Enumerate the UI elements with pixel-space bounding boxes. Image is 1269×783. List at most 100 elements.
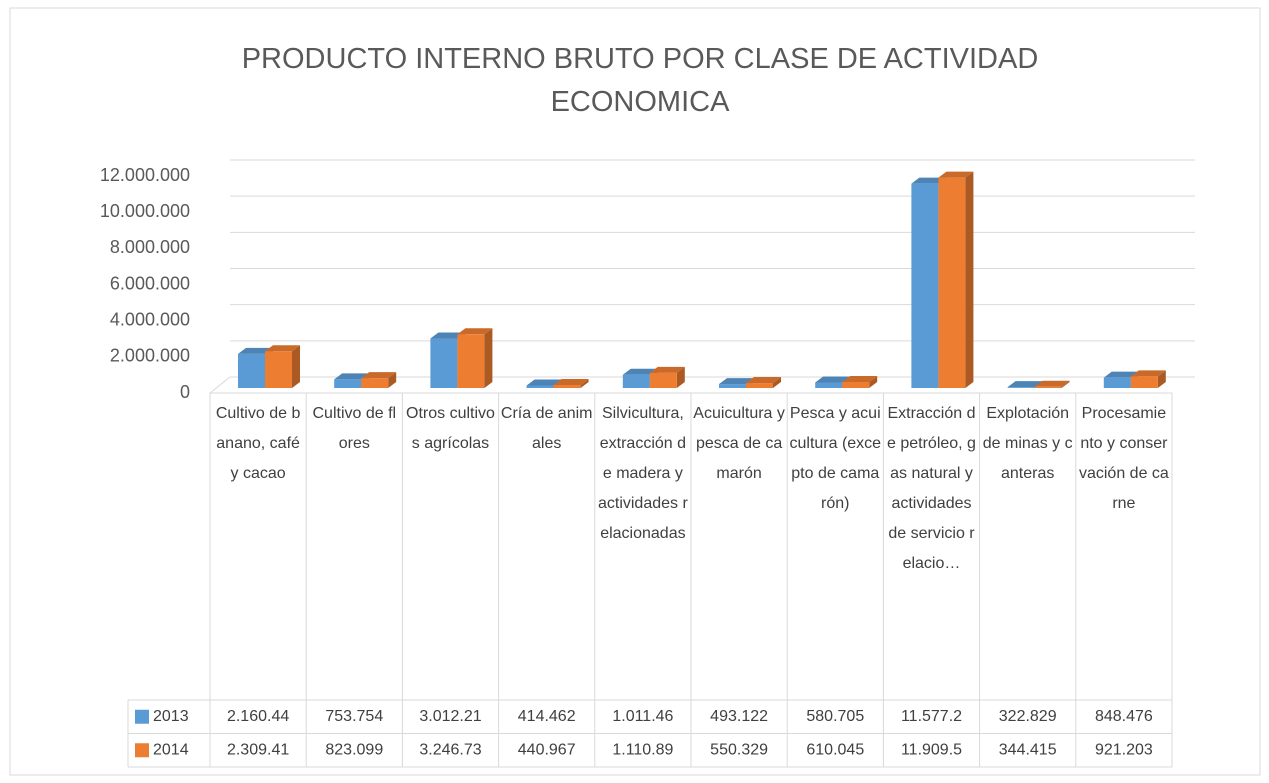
- x-tick-label: Acuicultura y pesca de camarón: [693, 405, 785, 482]
- value-label: 1.011.46: [612, 708, 673, 725]
- value-label: 550.329: [710, 741, 768, 758]
- category-box: Procesamiento y conservación de carne: [1079, 405, 1169, 512]
- bar-side: [965, 171, 974, 388]
- bar-top: [842, 375, 878, 382]
- bar: [457, 334, 485, 388]
- value-label: 11.909.5: [901, 741, 962, 758]
- bar-top: [553, 379, 589, 386]
- y-tick-label: 8.000.000: [110, 237, 190, 257]
- title-box: PRODUCTO INTERNO BRUTO POR CLASE DE ACTI…: [241, 43, 1039, 118]
- value-label: 848.476: [1095, 708, 1153, 725]
- bar-top: [719, 378, 754, 385]
- bar-top: [238, 347, 273, 354]
- chart-title: PRODUCTO INTERNO BRUTO POR CLASE DE ACTI…: [241, 43, 1039, 118]
- bar-side: [773, 377, 781, 388]
- category-box: Acuicultura y pesca de camarón: [693, 405, 785, 482]
- x-tick-label: Cultivo de banano, café y cacao: [215, 405, 301, 482]
- bar: [842, 381, 870, 388]
- value-label: 823.099: [325, 741, 383, 758]
- bar: [361, 378, 389, 388]
- x-tick-label: Cultivo de flores: [312, 405, 397, 452]
- category-box: Otros cultivos agrícolas: [406, 405, 495, 452]
- bar-top: [430, 332, 466, 339]
- bar-side: [484, 328, 493, 388]
- floor-edge: [209, 376, 231, 394]
- y-tick-label: 12.000.000: [100, 165, 190, 185]
- y-tick-label: 10.000.000: [100, 201, 190, 221]
- y-tick-label: 6.000.000: [110, 273, 190, 293]
- value-label: 753.754: [325, 708, 383, 725]
- bar-top: [361, 372, 397, 379]
- legend-label: 2013: [153, 708, 189, 725]
- value-label: 322.829: [999, 708, 1057, 725]
- bar-top: [1130, 370, 1166, 377]
- value-label: 580.705: [806, 708, 864, 725]
- value-label: 344.415: [999, 741, 1057, 758]
- bar-side: [1061, 380, 1070, 388]
- value-label: 921.203: [1095, 741, 1153, 758]
- bar-top: [746, 377, 781, 384]
- x-tick-label: Cría de animales: [500, 405, 593, 452]
- bar: [526, 385, 554, 388]
- bar: [746, 383, 773, 388]
- bar-side: [676, 366, 685, 388]
- bar-top: [457, 328, 493, 335]
- bar: [815, 382, 843, 388]
- bar-top: [334, 373, 370, 380]
- bar-top: [265, 345, 300, 352]
- bar-side: [388, 372, 397, 388]
- bar: [1130, 376, 1158, 388]
- category-box: Extracción de petróleo, gas natural y ac…: [887, 405, 976, 572]
- category-box: Pesca y acuicultura (excepto de camarón): [789, 405, 882, 512]
- value-label: 440.967: [518, 741, 576, 758]
- bar-top: [622, 368, 658, 375]
- bar-top: [649, 366, 685, 373]
- bar: [911, 183, 939, 388]
- bar-top: [1034, 380, 1070, 387]
- category-box: Cultivo de banano, café y cacao: [215, 405, 301, 482]
- value-label: 3.246.73: [419, 741, 481, 758]
- bar: [553, 385, 581, 388]
- y-tick-label: 4.000.000: [110, 309, 190, 329]
- y-tick-label: 0: [180, 382, 190, 402]
- value-label: 2.160.44: [227, 708, 289, 725]
- bar-top: [815, 376, 851, 383]
- x-tick-label: Explotación de minas y canteras: [982, 405, 1073, 482]
- category-box: Cría de animales: [500, 405, 593, 452]
- value-label: 610.045: [806, 741, 864, 758]
- category-box: Silvicultura, extracción de madera y act…: [597, 405, 688, 542]
- bar-side: [1157, 370, 1166, 388]
- bar: [938, 177, 966, 388]
- value-label: 2.309.41: [227, 741, 289, 758]
- y-tick-label: 2.000.000: [110, 346, 190, 366]
- bar-top: [911, 177, 947, 184]
- bar: [334, 379, 362, 388]
- x-tick-label: Silvicultura, extracción de madera y act…: [597, 405, 688, 542]
- category-box: Explotación de minas y canteras: [982, 405, 1073, 482]
- bar: [265, 351, 292, 388]
- bar-top: [938, 171, 974, 178]
- value-label: 1.110.89: [612, 741, 673, 758]
- legend-label: 2014: [153, 741, 189, 758]
- bar: [430, 338, 458, 388]
- bar: [238, 353, 265, 388]
- bar-top: [1103, 371, 1139, 378]
- bar-top: [526, 379, 562, 386]
- bar-top: [1007, 381, 1043, 388]
- x-tick-label: Pesca y acuicultura (excepto de camarón): [789, 405, 882, 512]
- bar: [622, 374, 650, 388]
- bar: [1007, 387, 1035, 388]
- bar: [719, 384, 746, 388]
- bar: [1034, 386, 1062, 388]
- value-label: 3.012.21: [419, 708, 481, 725]
- bar-side: [580, 379, 589, 388]
- value-label: 11.577.2: [901, 708, 962, 725]
- x-tick-label: Otros cultivos agrícolas: [406, 405, 495, 452]
- bar: [649, 372, 677, 388]
- category-box: Cultivo de flores: [312, 405, 397, 452]
- bar-side: [869, 375, 878, 388]
- legend-key: [135, 709, 149, 724]
- value-label: 493.122: [710, 708, 768, 725]
- x-tick-label: Extracción de petróleo, gas natural y ac…: [887, 405, 976, 572]
